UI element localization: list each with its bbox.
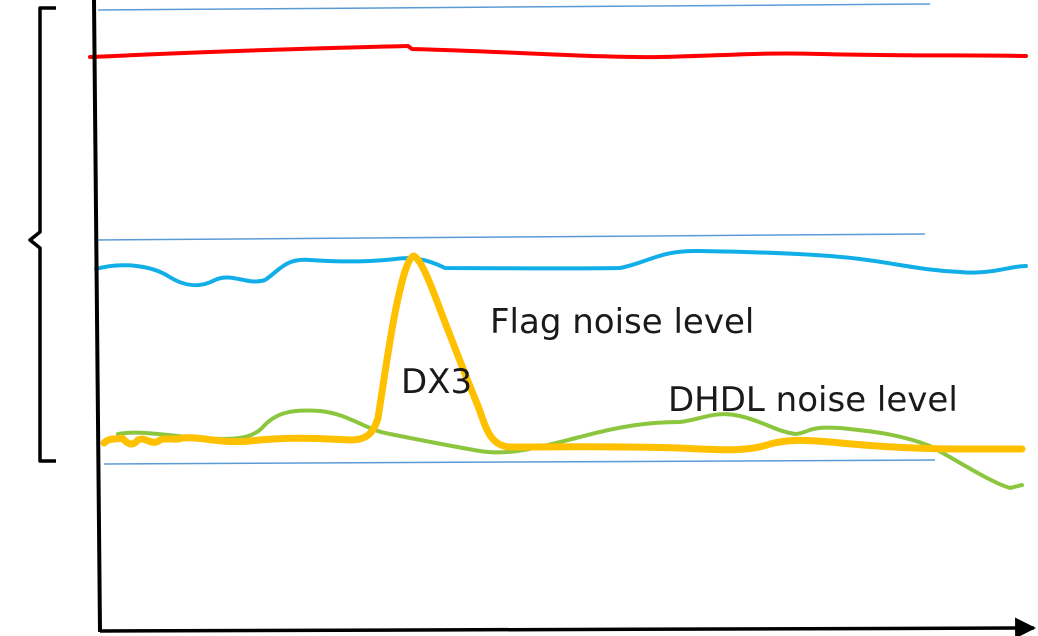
x-axis xyxy=(99,617,1037,636)
left-brace xyxy=(28,6,56,463)
dhdl-noise-label: DHDL noise level xyxy=(668,380,958,420)
dx3-label: DX3 xyxy=(401,362,473,402)
reference-line-bottom xyxy=(103,459,936,465)
dhdl-noise-line xyxy=(116,408,1024,491)
dx3-line xyxy=(100,252,1026,454)
flag-noise-line xyxy=(94,248,1028,288)
y-axis xyxy=(92,0,102,633)
red-level-line xyxy=(88,43,1028,60)
reference-line-middle xyxy=(93,233,926,241)
reference-line-top xyxy=(97,3,931,11)
flag-noise-label: Flag noise level xyxy=(490,302,755,342)
